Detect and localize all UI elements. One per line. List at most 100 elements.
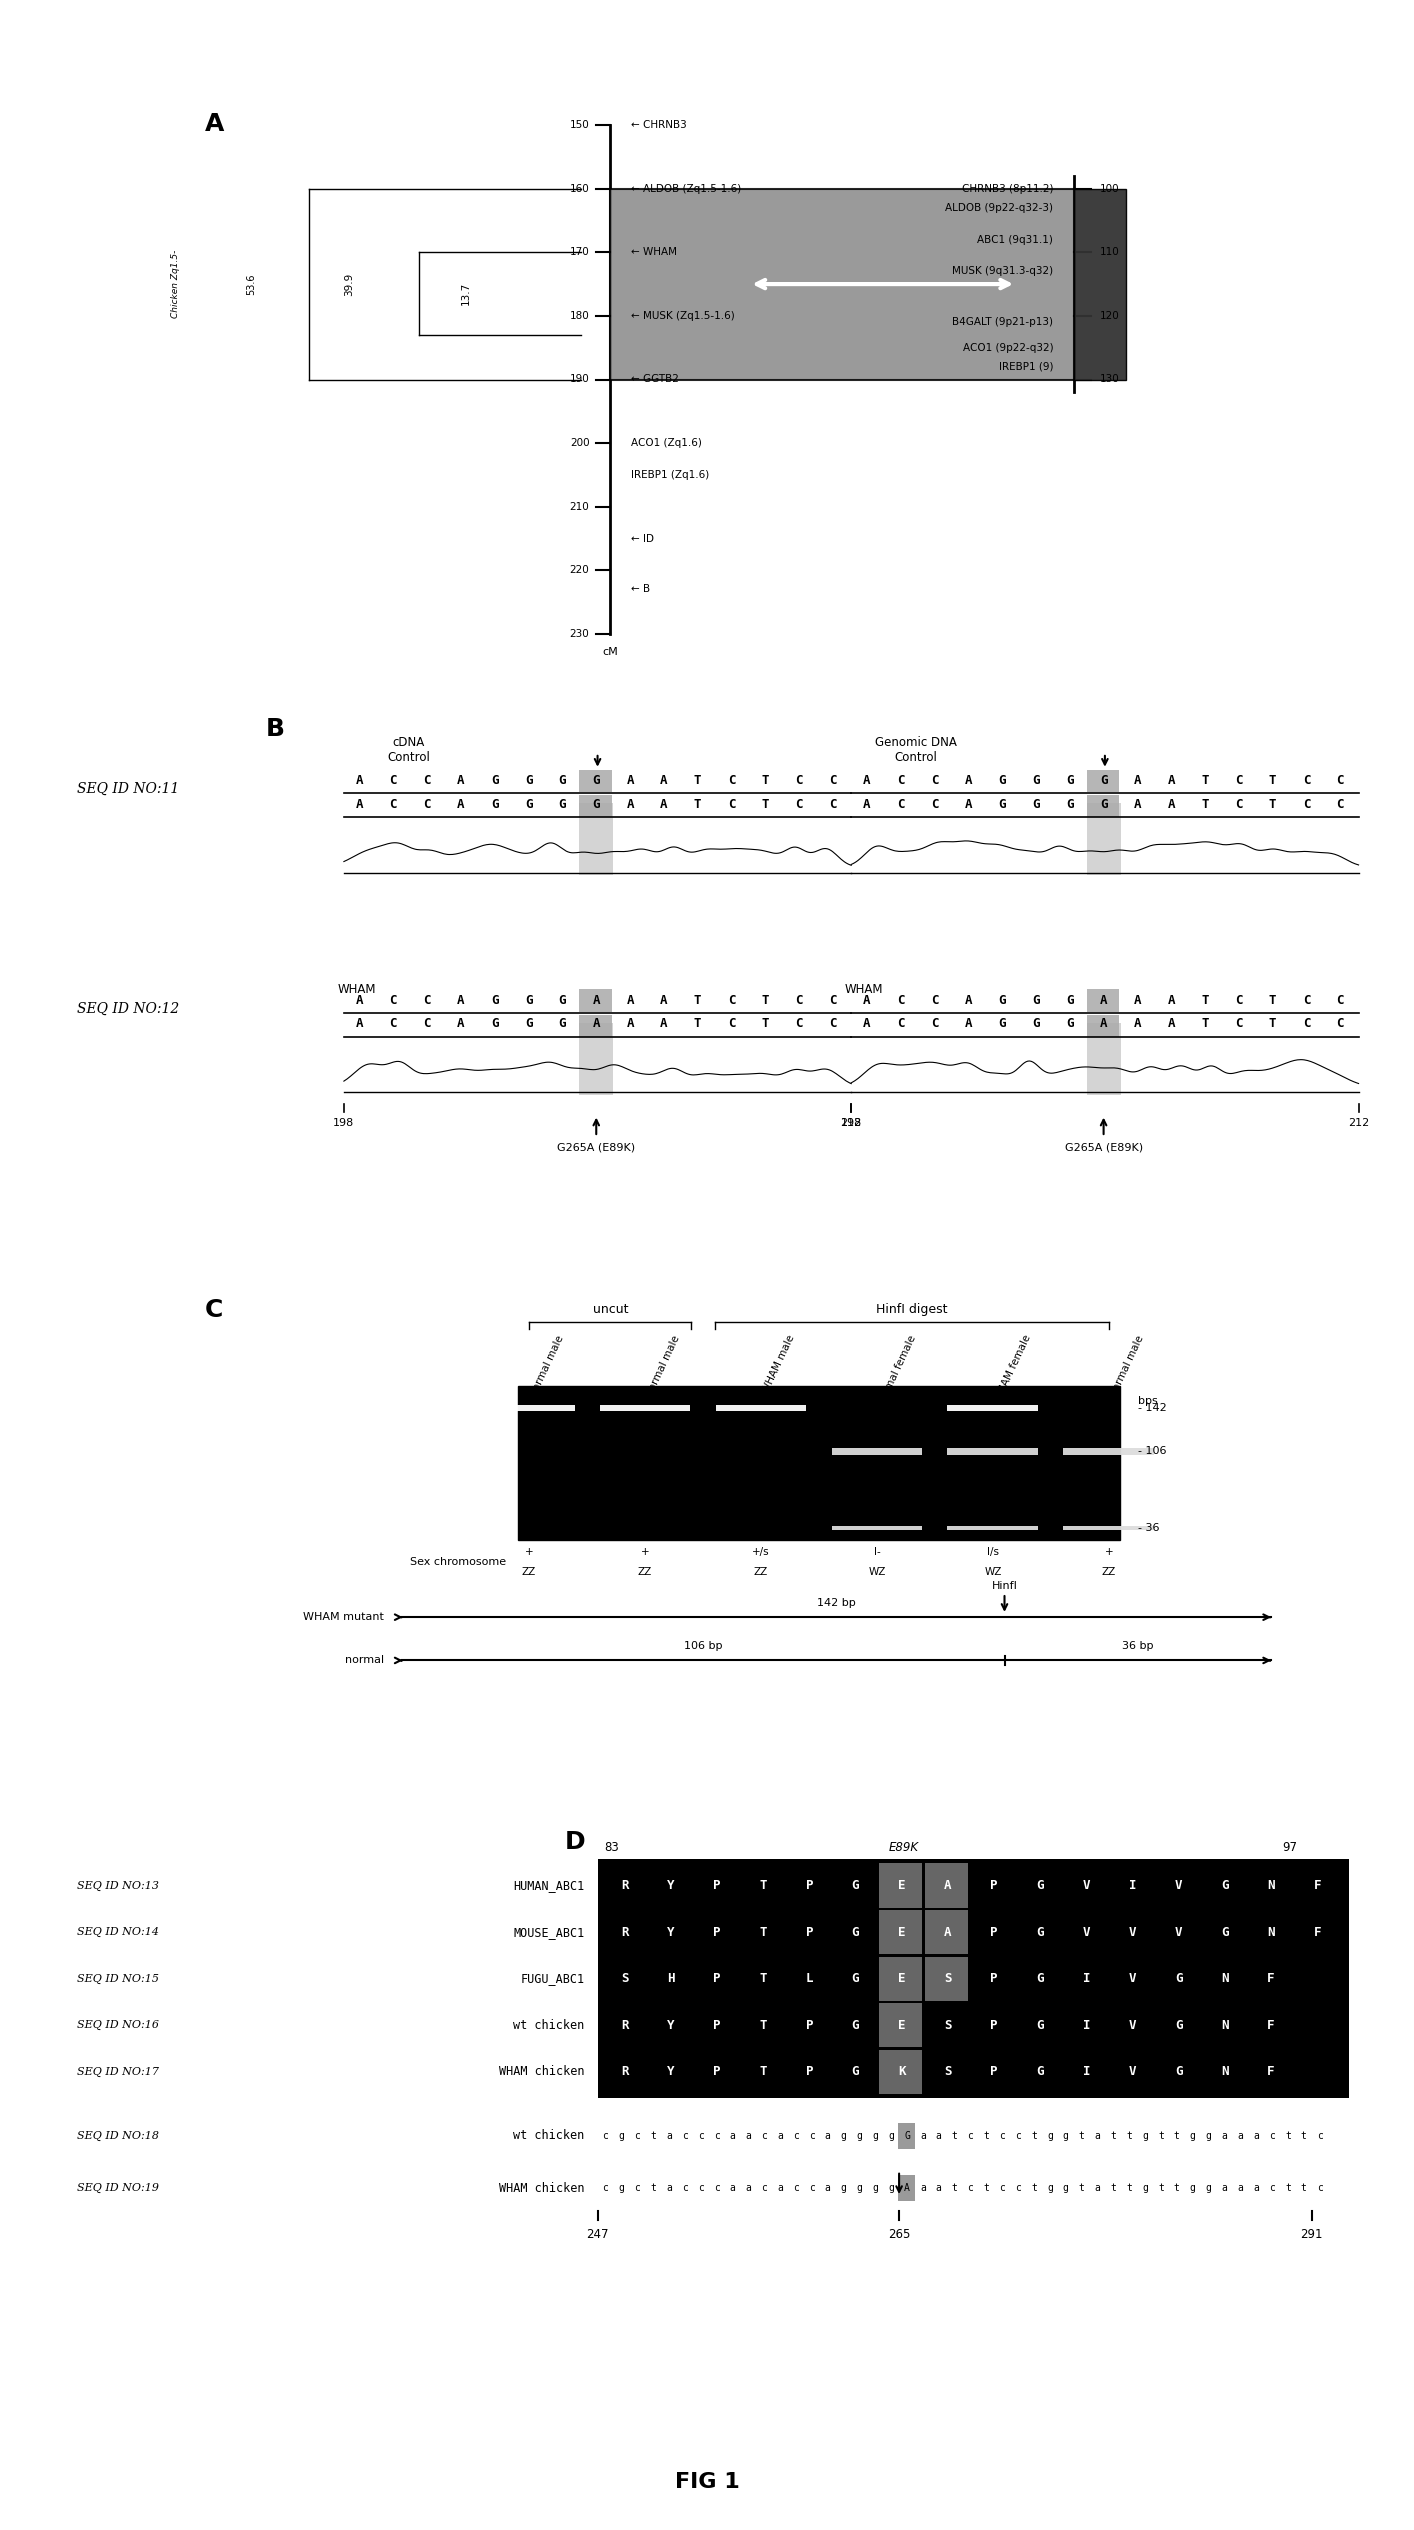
Text: t: t: [650, 2183, 656, 2194]
Text: G: G: [1032, 1017, 1039, 1030]
Text: P: P: [713, 2064, 721, 2077]
Text: A: A: [945, 1880, 952, 1892]
Text: G: G: [1100, 797, 1107, 810]
Text: normal male: normal male: [529, 1333, 566, 1397]
Text: T: T: [1202, 1017, 1209, 1030]
Text: T: T: [1268, 1017, 1277, 1030]
Text: 212: 212: [1348, 1118, 1369, 1128]
Text: 190: 190: [570, 374, 590, 385]
Text: c: c: [761, 2130, 768, 2140]
Text: a: a: [1253, 2130, 1258, 2140]
Bar: [878, 2049, 922, 2095]
Text: t: t: [1174, 2130, 1179, 2140]
Text: wt chicken: wt chicken: [513, 2019, 584, 2032]
Text: N: N: [1222, 1973, 1229, 1986]
Bar: [580, 989, 612, 1012]
Text: T: T: [694, 1017, 701, 1030]
Text: t: t: [1127, 2183, 1133, 2194]
Text: T: T: [1202, 994, 1209, 1007]
Bar: [831, 1447, 922, 1455]
Text: g: g: [1063, 2183, 1069, 2194]
Text: G: G: [491, 774, 499, 787]
Text: c: c: [809, 2183, 814, 2194]
Text: P: P: [806, 2019, 813, 2032]
Text: 150: 150: [570, 119, 590, 129]
Text: C: C: [1236, 797, 1243, 810]
Bar: [878, 1956, 922, 2001]
Text: t: t: [984, 2130, 990, 2140]
Text: G: G: [1036, 1880, 1044, 1892]
Text: V: V: [1128, 2019, 1137, 2032]
Text: G: G: [1222, 1925, 1229, 1938]
Text: T: T: [694, 797, 701, 810]
Text: WHAM: WHAM: [844, 984, 884, 997]
Text: g: g: [840, 2130, 847, 2140]
Text: H: H: [667, 1973, 674, 1986]
Text: g: g: [1063, 2130, 1069, 2140]
Bar: [878, 1910, 922, 1953]
Text: 53.6: 53.6: [246, 273, 256, 296]
Text: a: a: [1237, 2130, 1243, 2140]
Text: A: A: [1168, 797, 1175, 810]
Text: N: N: [1222, 2019, 1229, 2032]
Text: A: A: [660, 774, 667, 787]
Text: a: a: [778, 2183, 783, 2194]
Text: A: A: [1134, 797, 1141, 810]
Text: g: g: [888, 2183, 894, 2194]
Text: G: G: [525, 1017, 532, 1030]
Text: CHRNB3 (8p11.2): CHRNB3 (8p11.2): [962, 185, 1053, 195]
Text: A: A: [457, 797, 465, 810]
Text: a: a: [921, 2130, 926, 2140]
Bar: [580, 802, 614, 875]
Text: 142 bp: 142 bp: [817, 1596, 855, 1607]
Text: P: P: [806, 1925, 813, 1938]
Text: a: a: [936, 2183, 942, 2194]
Text: c: c: [682, 2183, 687, 2194]
Text: C: C: [1336, 994, 1345, 1007]
Text: A: A: [1134, 774, 1141, 787]
Text: a: a: [936, 2130, 942, 2140]
Text: t: t: [952, 2183, 957, 2194]
Text: R: R: [621, 1880, 628, 1892]
Text: A: A: [1168, 1017, 1175, 1030]
Text: WZ: WZ: [868, 1566, 885, 1576]
Text: G: G: [559, 797, 566, 810]
Text: +: +: [641, 1548, 649, 1558]
Text: a: a: [1222, 2130, 1227, 2140]
Text: WHAM: WHAM: [338, 984, 376, 997]
Text: uncut: uncut: [592, 1303, 628, 1316]
Text: A: A: [863, 1017, 871, 1030]
Text: Genomic DNA
Control: Genomic DNA Control: [875, 736, 957, 764]
Text: P: P: [713, 1880, 721, 1892]
Text: c: c: [1270, 2130, 1275, 2140]
Text: V: V: [1128, 1973, 1137, 1986]
Text: C: C: [205, 1298, 223, 1321]
Text: E: E: [898, 1973, 905, 1986]
Text: HinfI digest: HinfI digest: [877, 1303, 947, 1316]
Text: g: g: [857, 2183, 863, 2194]
Text: 210: 210: [570, 501, 590, 511]
Text: T: T: [1268, 774, 1277, 787]
Text: g: g: [1206, 2183, 1212, 2194]
Text: C: C: [728, 797, 735, 810]
Text: c: c: [761, 2183, 768, 2194]
Text: A: A: [904, 2183, 911, 2194]
Text: P: P: [990, 2019, 998, 2032]
Text: a: a: [824, 2130, 830, 2140]
Text: c: c: [793, 2130, 799, 2140]
Text: G: G: [1175, 2019, 1182, 2032]
Text: +: +: [525, 1548, 533, 1558]
Text: c: c: [635, 2130, 641, 2140]
Text: WHAM male: WHAM male: [761, 1333, 796, 1394]
Text: G: G: [1066, 774, 1073, 787]
Text: A: A: [626, 994, 633, 1007]
Text: 106 bp: 106 bp: [684, 1642, 723, 1652]
Text: SEQ ID NO:16: SEQ ID NO:16: [78, 2021, 160, 2029]
Text: C: C: [728, 994, 735, 1007]
Text: T: T: [694, 774, 701, 787]
Text: HUMAN_ABC1: HUMAN_ABC1: [513, 1880, 584, 1892]
Bar: [598, 1860, 1349, 2097]
Text: A: A: [1100, 994, 1107, 1007]
Text: C: C: [1236, 994, 1243, 1007]
Text: g: g: [840, 2183, 847, 2194]
